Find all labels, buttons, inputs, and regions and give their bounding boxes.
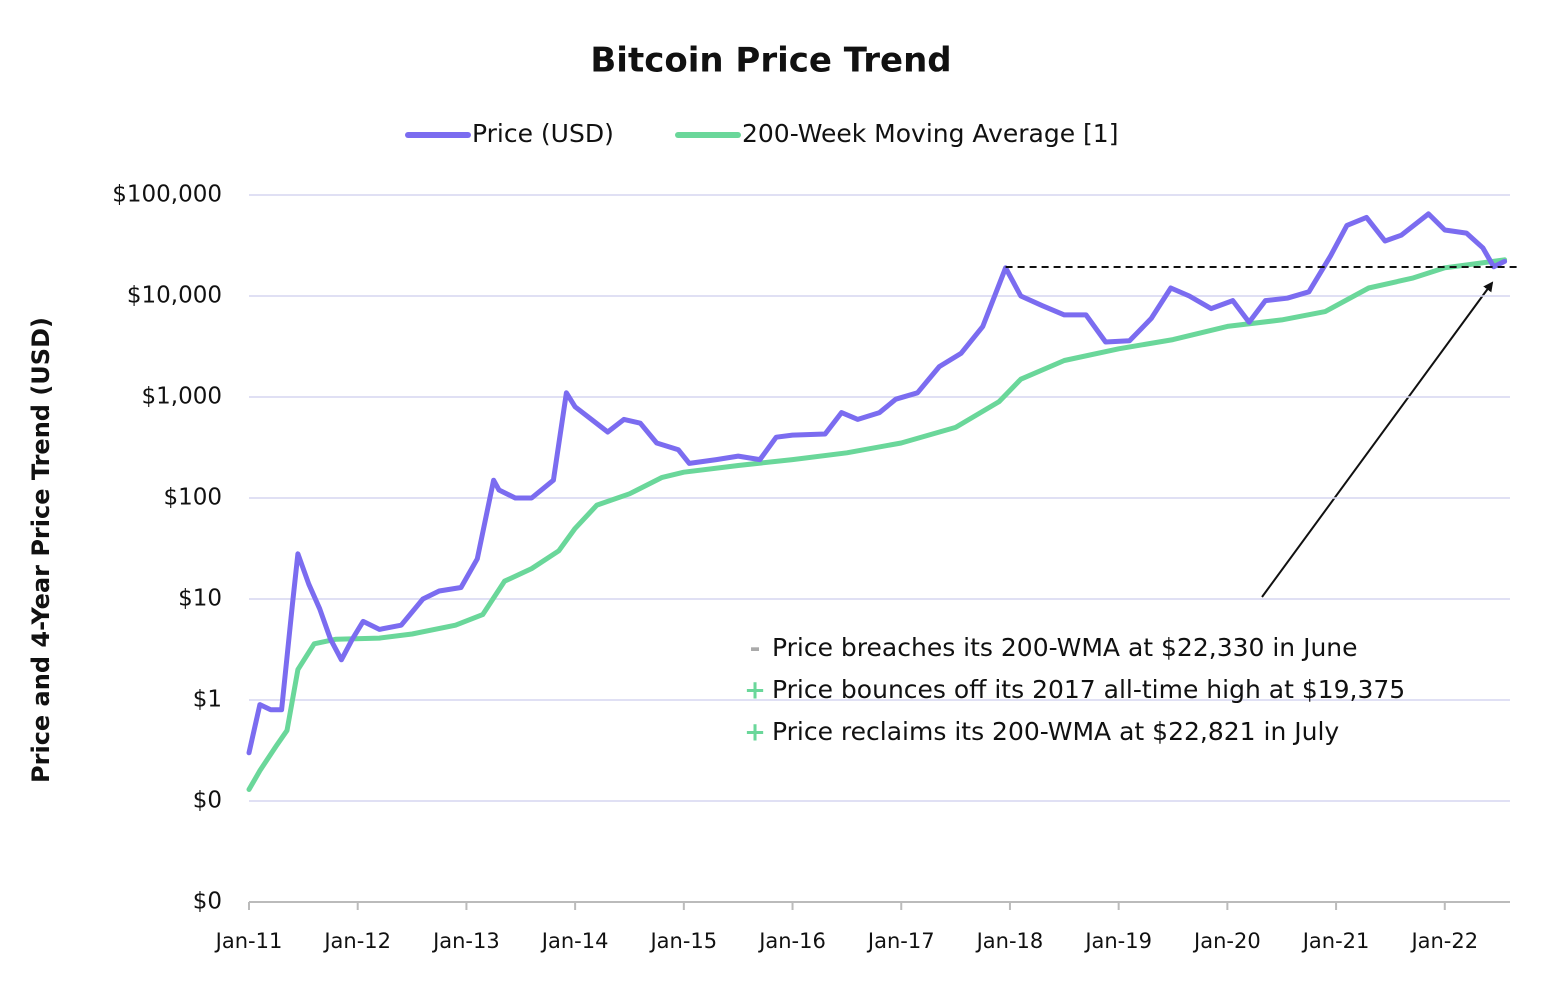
y-axis-title: Price and 4-Year Price Trend (USD) bbox=[27, 317, 55, 783]
x-tick-label: Jan-20 bbox=[1192, 929, 1261, 953]
y-tick-label: $100 bbox=[163, 485, 222, 511]
chart-title: Bitcoin Price Trend bbox=[590, 41, 951, 81]
annotation-symbol: - bbox=[750, 634, 761, 664]
y-tick-label: $100,000 bbox=[112, 182, 222, 208]
y-tick-label: $0 bbox=[193, 889, 222, 915]
y-tick-label: $1,000 bbox=[142, 384, 222, 410]
x-tick-label: Jan-13 bbox=[431, 929, 500, 953]
annotation-arrow bbox=[1261, 281, 1494, 598]
x-tick-label: Jan-17 bbox=[866, 929, 935, 953]
annotation-text: Price breaches its 200-WMA at $22,330 in… bbox=[772, 633, 1358, 662]
x-tick-label: Jan-18 bbox=[975, 929, 1044, 953]
y-tick-label: $1 bbox=[193, 687, 222, 713]
annotation-text: Price reclaims its 200-WMA at $22,821 in… bbox=[772, 717, 1339, 746]
y-tick-label: $10 bbox=[178, 586, 222, 612]
y-tick-label: $0 bbox=[193, 788, 222, 814]
legend-label: 200-Week Moving Average [1] bbox=[742, 119, 1118, 148]
legend-label: Price (USD) bbox=[472, 119, 614, 148]
x-tick-label: Jan-11 bbox=[214, 929, 283, 953]
series-line bbox=[246, 257, 1508, 792]
x-tick-label: Jan-15 bbox=[648, 929, 717, 953]
x-tick-label: Jan-12 bbox=[322, 929, 391, 953]
x-tick-label: Jan-19 bbox=[1083, 929, 1152, 953]
y-tick-label: $10,000 bbox=[127, 283, 222, 309]
annotation-text: Price bounces off its 2017 all-time high… bbox=[772, 675, 1405, 704]
annotation-symbol: + bbox=[744, 718, 766, 748]
annotation-symbol: + bbox=[744, 676, 766, 706]
series-line bbox=[246, 211, 1508, 756]
x-tick-label: Jan-22 bbox=[1409, 929, 1478, 953]
x-tick-label: Jan-21 bbox=[1301, 929, 1370, 953]
x-tick-label: Jan-16 bbox=[757, 929, 826, 953]
x-tick-label: Jan-14 bbox=[540, 929, 609, 953]
